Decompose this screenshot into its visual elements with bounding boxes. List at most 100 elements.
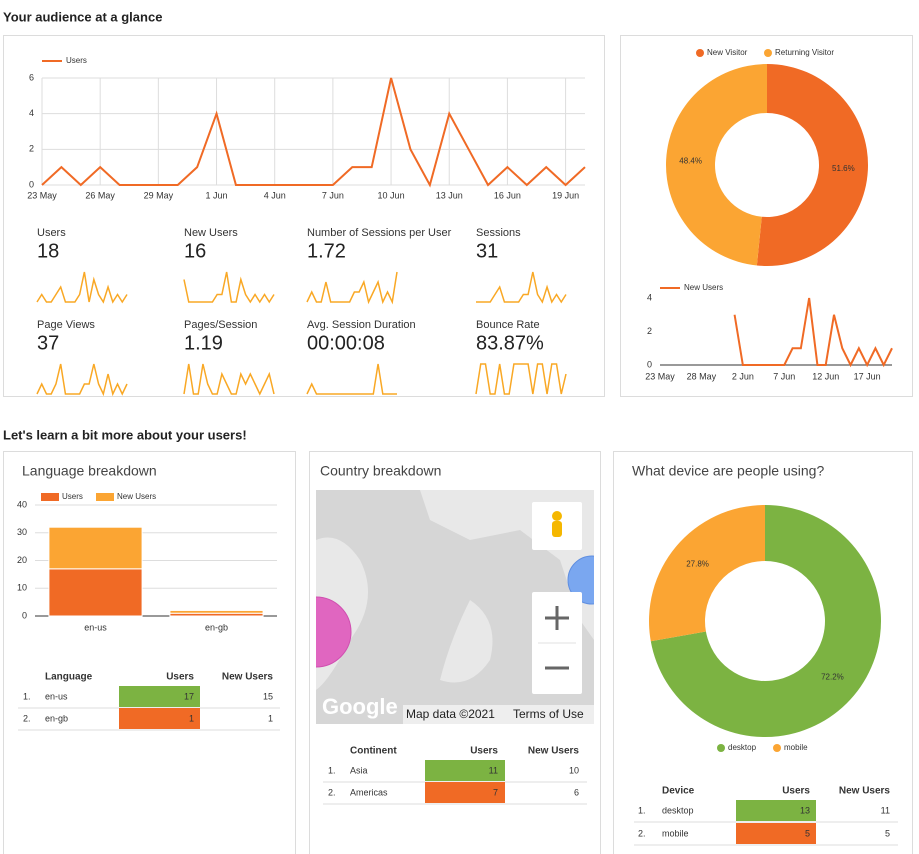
row-index: 1. (638, 805, 646, 815)
table-cell: 17 (184, 691, 194, 701)
table-header: Device (662, 786, 695, 797)
y-tick-label: 20 (17, 555, 27, 565)
table-header: New Users (222, 672, 274, 683)
x-tick-label: 19 Jun (552, 190, 579, 200)
legend-swatch (696, 49, 704, 57)
sparkline (183, 271, 275, 304)
row-index: 2. (638, 828, 646, 838)
pie-slice (756, 64, 869, 266)
table-cell: desktop (662, 805, 694, 815)
x-tick-label: 17 Jun (854, 371, 881, 381)
kpi-label: Avg. Session Duration (307, 319, 416, 331)
y-tick-label: 0 (22, 610, 27, 620)
kpi-label: Bounce Rate (476, 319, 540, 331)
table-header: Continent (350, 746, 397, 757)
legend-swatch (773, 744, 781, 752)
table-cell: Americas (350, 787, 388, 797)
slice-label: 51.6% (832, 164, 855, 173)
table-header: Users (470, 746, 498, 757)
table-cell: 5 (805, 828, 810, 838)
pie-slice (649, 505, 765, 642)
legend-swatch (96, 493, 114, 501)
chart-title: Language breakdown (22, 463, 157, 479)
table-cell: 15 (263, 691, 273, 701)
y-tick-label: 2 (647, 326, 652, 336)
section-title: Your audience at a glance (3, 9, 162, 24)
legend-swatch (41, 493, 59, 501)
slice-label: 27.8% (686, 560, 709, 569)
kpi-label: Pages/Session (184, 319, 257, 331)
legend-label: Returning Visitor (775, 48, 834, 57)
table-cell: Asia (350, 765, 368, 775)
kpi-value: 00:00:08 (307, 332, 385, 354)
x-tick-label: 7 Jun (773, 371, 795, 381)
table-highlight (736, 800, 816, 821)
legend-label: desktop (728, 743, 757, 752)
table-cell: 13 (800, 805, 810, 815)
table-cell: 1 (268, 713, 273, 723)
table-cell: 11 (881, 805, 890, 815)
map-title: Country breakdown (320, 463, 441, 479)
kpi-label: Page Views (37, 319, 95, 331)
y-tick-label: 2 (29, 144, 34, 154)
line-series (733, 297, 893, 368)
x-tick-label: en-gb (205, 622, 228, 632)
row-index: 2. (23, 713, 31, 723)
table-highlight (425, 782, 505, 803)
legend-label: New Users (684, 283, 723, 292)
kpi-value: 83.87% (476, 332, 544, 354)
x-tick-label: 23 May (645, 371, 675, 381)
map-attribution: Map data ©2021 (406, 707, 495, 721)
kpi-value: 18 (37, 240, 59, 262)
x-tick-label: 10 Jun (378, 190, 405, 200)
kpi-value: 16 (184, 240, 206, 262)
map-terms[interactable]: Terms of Use (513, 707, 584, 721)
kpi-label: Number of Sessions per User (307, 227, 452, 239)
sparkline (476, 271, 567, 304)
legend-label: Users (62, 492, 83, 501)
section-title: Let's learn a bit more about your users! (3, 427, 247, 442)
row-index: 1. (328, 765, 336, 775)
x-tick-label: 4 Jun (264, 190, 286, 200)
y-tick-label: 4 (29, 108, 34, 118)
line-series (41, 77, 586, 188)
x-tick-label: 28 May (687, 371, 717, 381)
y-tick-label: 4 (647, 292, 652, 302)
legend-swatch (764, 49, 772, 57)
x-tick-label: en-us (84, 622, 107, 632)
table-header: Language (45, 672, 93, 683)
table-header: Users (166, 672, 194, 683)
table-cell: en-us (45, 691, 68, 701)
sparkline (36, 363, 128, 397)
slice-label: 48.4% (679, 156, 702, 165)
kpi-value: 1.19 (184, 332, 223, 354)
x-tick-label: 29 May (144, 190, 174, 200)
y-tick-label: 10 (17, 583, 27, 593)
x-tick-label: 26 May (85, 190, 115, 200)
legend-label: New Visitor (707, 48, 748, 57)
legend-label: New Users (117, 492, 156, 501)
sparkline (36, 271, 128, 304)
x-tick-label: 7 Jun (322, 190, 344, 200)
table-highlight (119, 708, 200, 729)
table-cell: 7 (493, 787, 498, 797)
y-tick-label: 0 (647, 359, 652, 369)
sparkline (183, 363, 275, 396)
table-highlight (425, 760, 505, 781)
y-tick-label: 0 (29, 179, 34, 189)
kpi-value: 37 (37, 332, 59, 354)
table-header: New Users (528, 746, 580, 757)
pie-slice (650, 505, 881, 737)
sparkline (306, 363, 397, 395)
panel (3, 451, 296, 854)
table-header: Users (782, 786, 810, 797)
table-cell: 1 (189, 713, 194, 723)
row-index: 2. (328, 787, 336, 797)
table-cell: en-gb (45, 713, 68, 723)
table-highlight (119, 686, 200, 707)
panel (3, 35, 605, 397)
x-tick-label: 16 Jun (494, 190, 521, 200)
table-highlight (736, 823, 816, 844)
table-cell: 11 (489, 765, 498, 775)
